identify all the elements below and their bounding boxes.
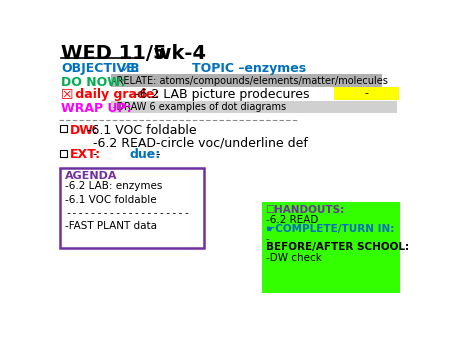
FancyBboxPatch shape <box>111 74 382 87</box>
Text: TOPIC –enzymes: TOPIC –enzymes <box>192 62 306 75</box>
Text: ☛COMPLETE/TURN IN:: ☛COMPLETE/TURN IN: <box>266 224 394 234</box>
Text: -: - <box>364 88 368 98</box>
Text: wk-4: wk-4 <box>140 44 206 64</box>
Text: HANDOUTS:: HANDOUTS: <box>274 204 344 215</box>
Text: -: - <box>92 148 96 161</box>
Text: DW:: DW: <box>69 124 98 137</box>
Text: --------------------: -------------------- <box>65 208 190 218</box>
Text: -6.2 LAB: enzymes: -6.2 LAB: enzymes <box>65 182 162 191</box>
Text: -DRAW 6 examples of dot diagrams: -DRAW 6 examples of dot diagrams <box>113 102 286 112</box>
Text: AGENDA: AGENDA <box>65 171 117 182</box>
Bar <box>60 125 67 132</box>
FancyBboxPatch shape <box>60 168 203 248</box>
FancyBboxPatch shape <box>334 87 399 100</box>
Text: -6.2 LAB picture prodecures: -6.2 LAB picture prodecures <box>131 88 310 101</box>
Text: due:: due: <box>130 148 161 161</box>
Text: -RELATE: atoms/compounds/elements/matter/molecules: -RELATE: atoms/compounds/elements/matter… <box>113 76 388 86</box>
Text: -DW check: -DW check <box>266 253 321 263</box>
Bar <box>60 150 67 157</box>
Text: EXT:: EXT: <box>69 148 100 161</box>
Text: -6.1 VOC foldable: -6.1 VOC foldable <box>65 195 157 204</box>
Text: ✓8: ✓8 <box>120 62 139 75</box>
Text: -6.2 READ-circle voc/underline def: -6.2 READ-circle voc/underline def <box>69 137 308 150</box>
Text: ☒: ☒ <box>61 88 73 102</box>
Text: -6.1 VOC foldable: -6.1 VOC foldable <box>87 124 197 137</box>
Text: -: - <box>155 148 160 161</box>
Text: ☐: ☐ <box>266 204 275 215</box>
Text: OBJECTIVE:: OBJECTIVE: <box>61 62 140 75</box>
FancyBboxPatch shape <box>261 202 400 293</box>
Text: -FAST PLANT data: -FAST PLANT data <box>65 221 157 231</box>
Text: -: - <box>266 234 269 244</box>
Text: daily grade:: daily grade: <box>71 88 159 101</box>
Text: BEFORE/AFTER SCHOOL:: BEFORE/AFTER SCHOOL: <box>266 242 409 252</box>
Text: -6.2 READ: -6.2 READ <box>266 215 318 224</box>
Text: DO NOW:: DO NOW: <box>61 76 126 89</box>
Text: WED 11/5: WED 11/5 <box>61 44 166 64</box>
Text: WRAP UP:: WRAP UP: <box>61 102 131 115</box>
FancyBboxPatch shape <box>111 101 397 113</box>
